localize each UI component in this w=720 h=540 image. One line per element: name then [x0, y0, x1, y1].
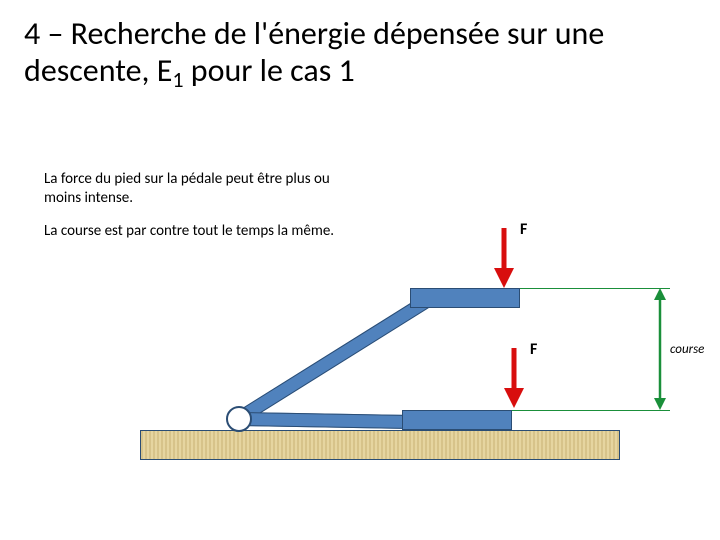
title-subscript: 1 — [172, 66, 183, 93]
pedal-lower — [402, 410, 512, 430]
force-arrow-lower — [504, 346, 528, 412]
pedal-diagram: course F F — [140, 200, 700, 500]
course-label: course — [670, 342, 704, 357]
force-arrow-upper — [494, 226, 518, 292]
lever-lower — [238, 412, 413, 429]
course-arrow — [652, 288, 672, 414]
force-label-upper: F — [520, 220, 527, 239]
lever-upper — [234, 293, 433, 425]
title-suffix: pour le cas 1 — [184, 51, 355, 90]
hinge-icon — [226, 406, 252, 432]
slide: 4 – Recherche de l'énergie dépensée sur … — [0, 0, 720, 540]
guide-line-lower — [512, 410, 670, 411]
ground-bar — [140, 430, 620, 460]
force-label-lower: F — [530, 340, 537, 359]
slide-title: 4 – Recherche de l'énergie dépensée sur … — [24, 16, 684, 90]
guide-line-upper — [518, 288, 670, 289]
